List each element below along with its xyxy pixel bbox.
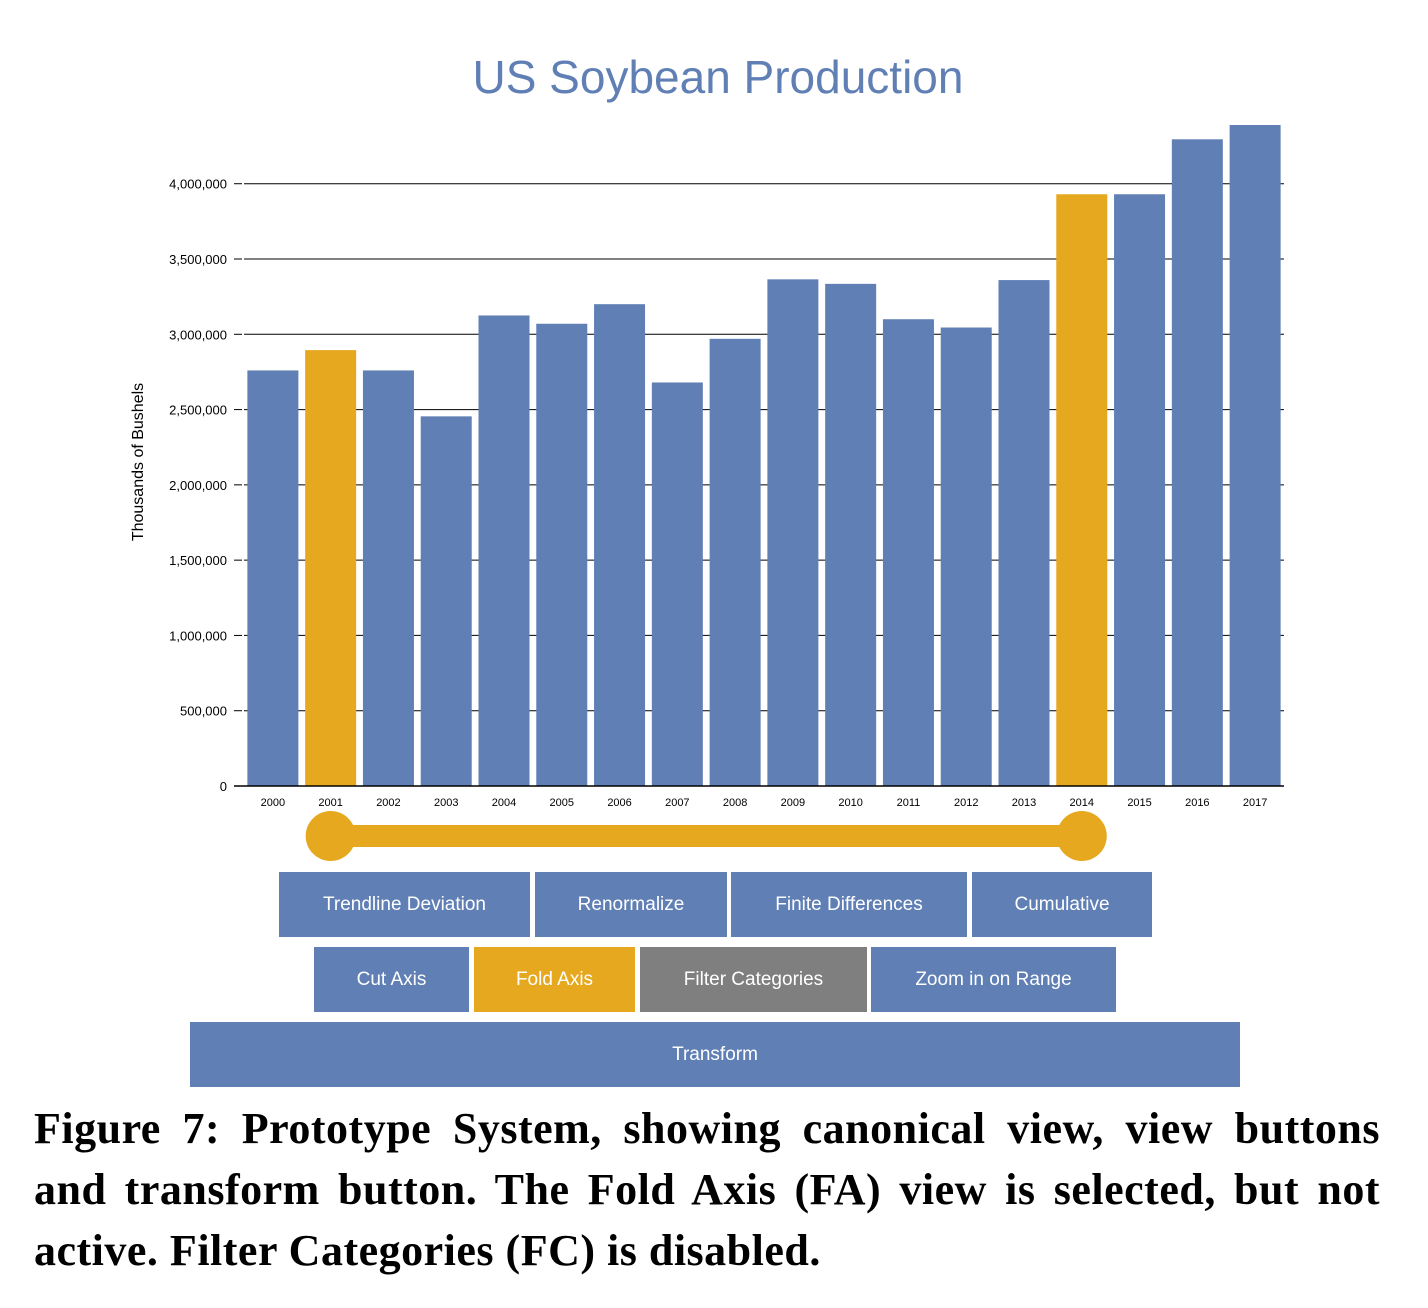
x-tick-label: 2008: [723, 797, 747, 809]
bar-2014: [1056, 194, 1108, 786]
x-tick-label: 2013: [1012, 797, 1036, 809]
range-slider-end-handle[interactable]: [1056, 811, 1107, 861]
y-tick-label: 0: [220, 779, 227, 794]
x-axis-ticks: 2000 2001 2002 2003 2004 2005 2006 2007 2008 2009…: [261, 797, 1268, 809]
bar-2004: [478, 315, 530, 786]
x-tick-label: 2012: [954, 797, 978, 809]
bar-2006: [594, 304, 646, 786]
zoom-in-on-range-button[interactable]: Zoom in on Range: [871, 947, 1116, 1012]
transform-button[interactable]: Transform: [190, 1022, 1240, 1087]
x-tick-label: 2007: [665, 797, 689, 809]
filter-categories-button[interactable]: Filter Categories: [640, 947, 867, 1012]
cumulative-button[interactable]: Cumulative: [972, 872, 1152, 937]
x-tick-label: 2003: [434, 797, 458, 809]
y-tick-label: 4,000,000: [169, 177, 227, 192]
chart-title: US Soybean Production: [473, 51, 964, 103]
trendline-deviation-button[interactable]: Trendline Deviation: [279, 872, 530, 937]
bar-2017: [1229, 125, 1281, 786]
range-slider[interactable]: [305, 811, 1107, 861]
bar-2010: [825, 283, 877, 786]
x-tick-label: 2002: [376, 797, 400, 809]
range-slider-start-handle[interactable]: [305, 811, 356, 861]
bar-2003: [420, 416, 472, 786]
chart: US Soybean Production Thousands of Bushe…: [130, 51, 1284, 861]
x-tick-label: 2005: [550, 797, 574, 809]
x-tick-label: 2001: [318, 797, 342, 809]
bar-2001: [305, 350, 357, 786]
y-axis-label: Thousands of Bushels: [130, 383, 147, 541]
bar-2005: [536, 323, 588, 786]
y-tick-label: 3,000,000: [169, 327, 227, 342]
x-tick-label: 2015: [1127, 797, 1151, 809]
bars: [247, 125, 1281, 787]
grid-lines: [244, 183, 1284, 712]
x-tick-label: 2011: [897, 797, 921, 809]
x-tick-label: 2014: [1070, 797, 1094, 809]
bar-2011: [882, 319, 934, 786]
bar-2002: [362, 370, 414, 786]
bar-2016: [1171, 139, 1223, 787]
y-tick-label: 3,500,000: [169, 252, 227, 267]
bar-2000: [247, 370, 299, 786]
y-tick-label: 1,000,000: [169, 628, 227, 643]
bar-2013: [998, 280, 1050, 786]
x-tick-label: 2017: [1243, 797, 1267, 809]
x-tick-label: 2000: [261, 797, 285, 809]
bar-2007: [651, 382, 703, 786]
y-tick-label: 2,000,000: [169, 478, 227, 493]
x-tick-label: 2009: [781, 797, 805, 809]
x-tick-label: 2016: [1185, 797, 1209, 809]
bar-2015: [1114, 194, 1166, 786]
renormalize-button[interactable]: Renormalize: [535, 872, 727, 937]
bar-2012: [940, 327, 992, 786]
y-tick-label: 500,000: [180, 704, 227, 719]
bar-2008: [709, 338, 761, 786]
bar-2009: [767, 279, 819, 786]
y-axis-ticks: 0 500,000 1,000,000 1,500,000 2,000,000 2,500…: [169, 177, 242, 794]
y-tick-label: 1,500,000: [169, 553, 227, 568]
x-tick-label: 2010: [838, 797, 862, 809]
finite-differences-button[interactable]: Finite Differences: [731, 872, 967, 937]
x-tick-label: 2006: [607, 797, 631, 809]
x-tick-label: 2004: [492, 797, 516, 809]
y-tick-label: 2,500,000: [169, 403, 227, 418]
fold-axis-button[interactable]: Fold Axis: [474, 947, 635, 1012]
figure-caption: Figure 7: Prototype System, showing cano…: [34, 1104, 1380, 1275]
cut-axis-button[interactable]: Cut Axis: [314, 947, 469, 1012]
